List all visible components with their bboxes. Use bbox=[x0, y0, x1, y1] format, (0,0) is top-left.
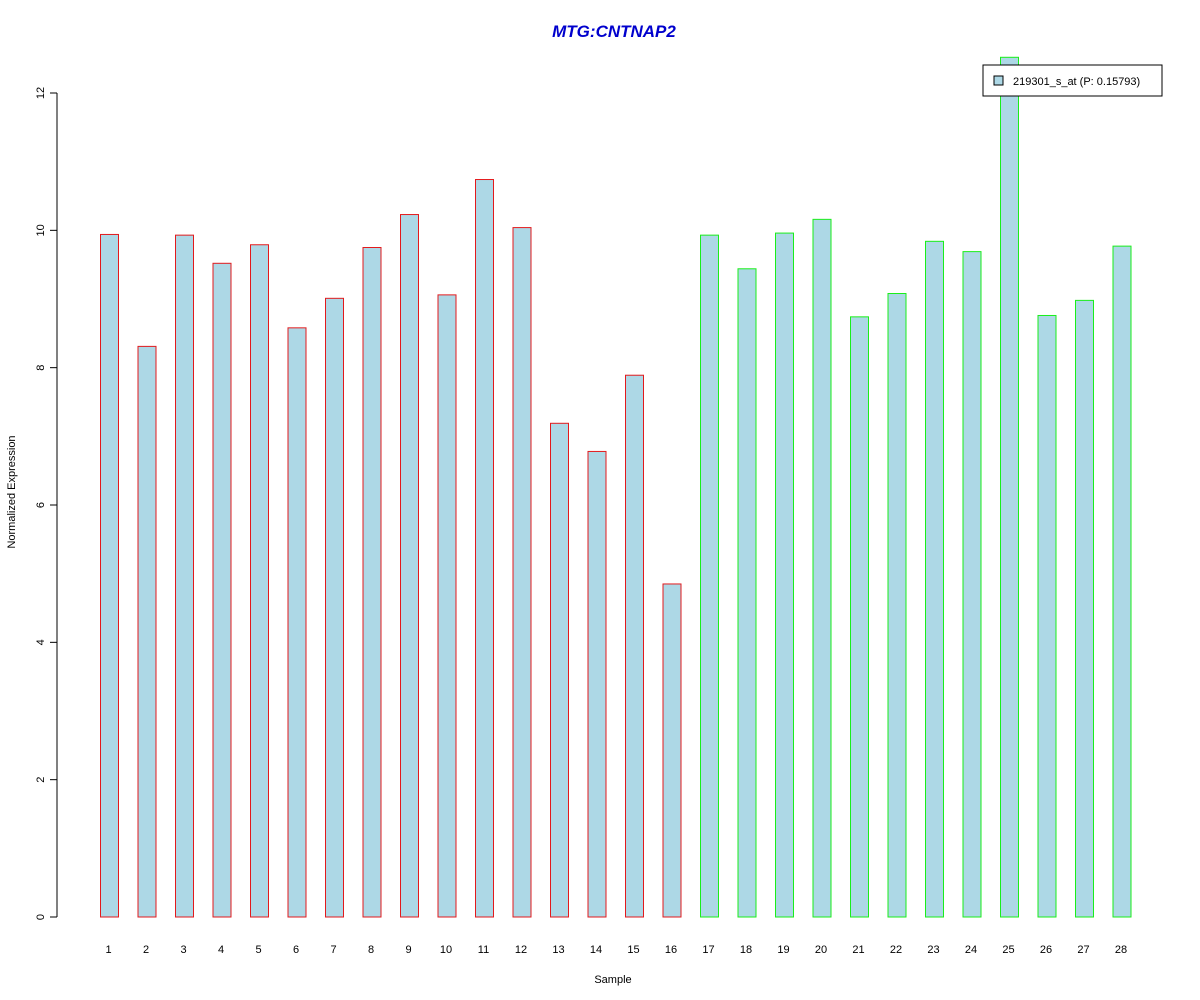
x-tick-label: 15 bbox=[627, 944, 639, 956]
bar-sample-11 bbox=[475, 179, 494, 918]
x-tick-label: 14 bbox=[590, 944, 602, 956]
bar-sample-13 bbox=[550, 422, 569, 918]
bar-sample-7 bbox=[325, 297, 344, 918]
bar-sample-9 bbox=[400, 214, 419, 918]
x-tick-label: 3 bbox=[180, 944, 186, 956]
bar-sample-24 bbox=[962, 251, 982, 918]
x-tick-label: 24 bbox=[965, 944, 977, 956]
x-tick-label: 28 bbox=[1115, 944, 1127, 956]
bar-sample-3 bbox=[175, 234, 194, 918]
bar-sample-25 bbox=[1000, 56, 1019, 918]
y-tick-label: 12 bbox=[35, 87, 47, 99]
y-tick-label: 0 bbox=[35, 914, 47, 920]
x-tick-label: 17 bbox=[702, 944, 714, 956]
bar-sample-14 bbox=[587, 450, 607, 918]
bar-sample-22 bbox=[887, 293, 907, 918]
x-tick-label: 26 bbox=[1040, 944, 1052, 956]
x-tick-label: 1 bbox=[105, 944, 111, 956]
bar-sample-21 bbox=[850, 316, 869, 918]
y-tick-label: 6 bbox=[35, 502, 47, 508]
y-tick-label: 4 bbox=[35, 639, 47, 645]
y-tick-label: 8 bbox=[35, 365, 47, 371]
x-tick-label: 13 bbox=[552, 944, 564, 956]
x-tick-label: 7 bbox=[330, 944, 336, 956]
bar-sample-6 bbox=[287, 327, 307, 918]
legend-swatch bbox=[993, 75, 1004, 86]
legend: 219301_s_at (P: 0.15793) bbox=[982, 64, 1163, 97]
legend-label: 219301_s_at (P: 0.15793) bbox=[1013, 76, 1140, 88]
y-ticks: 0 2 4 6 8 10 12 bbox=[35, 87, 57, 920]
bar-sample-17 bbox=[700, 234, 719, 918]
y-axis-label: Normalized Expression bbox=[6, 435, 18, 548]
bar-sample-5 bbox=[250, 244, 269, 918]
x-axis-label: Sample bbox=[594, 974, 631, 986]
bar-sample-23 bbox=[925, 240, 944, 918]
bar-sample-8 bbox=[362, 247, 382, 918]
x-tick-label: 21 bbox=[852, 944, 864, 956]
bar-sample-4 bbox=[212, 262, 232, 918]
x-tick-label: 20 bbox=[815, 944, 827, 956]
bar-sample-2 bbox=[137, 345, 157, 918]
bar-sample-18 bbox=[737, 268, 757, 918]
x-tick-label: 4 bbox=[218, 944, 224, 956]
bar-sample-1 bbox=[100, 233, 119, 918]
y-tick-label: 2 bbox=[35, 777, 47, 783]
x-tick-label: 5 bbox=[255, 944, 261, 956]
x-tick-labels: 1 2 3 4 5 6 7 8 9 10 11 12 13 14 15 16 17 18 19 20 21 22 23 24 2… bbox=[105, 944, 1127, 956]
x-tick-label: 18 bbox=[740, 944, 752, 956]
bar-sample-28 bbox=[1112, 245, 1132, 918]
bar-sample-10 bbox=[437, 294, 457, 918]
x-tick-label: 6 bbox=[293, 944, 299, 956]
chart-title: MTG:CNTNAP2 bbox=[552, 22, 676, 41]
x-tick-label: 2 bbox=[143, 944, 149, 956]
x-tick-label: 9 bbox=[405, 944, 411, 956]
bar-sample-12 bbox=[512, 227, 532, 918]
x-tick-label: 22 bbox=[890, 944, 902, 956]
x-tick-label: 23 bbox=[927, 944, 939, 956]
x-tick-label: 16 bbox=[665, 944, 677, 956]
x-tick-label: 25 bbox=[1002, 944, 1014, 956]
bar-sample-19 bbox=[775, 232, 794, 918]
bar-sample-27 bbox=[1075, 299, 1094, 918]
bars bbox=[100, 56, 1132, 918]
x-tick-label: 27 bbox=[1077, 944, 1089, 956]
bar-sample-26 bbox=[1037, 314, 1057, 918]
x-tick-label: 10 bbox=[440, 944, 452, 956]
bar-sample-16 bbox=[662, 583, 682, 918]
x-tick-label: 8 bbox=[368, 944, 374, 956]
x-tick-label: 12 bbox=[515, 944, 527, 956]
bar-sample-20 bbox=[812, 218, 832, 918]
bar-sample-15 bbox=[625, 374, 644, 918]
x-tick-label: 11 bbox=[478, 944, 489, 956]
y-tick-label: 10 bbox=[35, 224, 47, 236]
legend-box bbox=[982, 64, 1163, 97]
x-tick-label: 19 bbox=[777, 944, 789, 956]
